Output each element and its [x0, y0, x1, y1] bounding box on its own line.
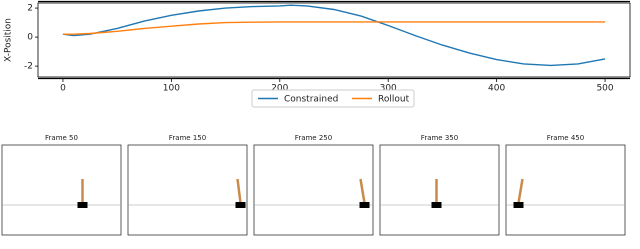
frame-panel: [253, 144, 374, 236]
frame-panel: [505, 144, 626, 236]
frame-panel: [379, 144, 500, 236]
frame-title: Frame 450: [547, 134, 584, 142]
x-tick-label: 0: [60, 84, 66, 94]
cart: [513, 202, 524, 208]
x-tick-label: 200: [271, 84, 288, 94]
x-tick-label: 500: [596, 84, 613, 94]
y-tick-label: 0: [27, 33, 33, 43]
frames: Frame 50 Frame 150 Frame 250 Frame 350 Frame…: [1, 134, 626, 236]
x-tick-label: 100: [163, 84, 180, 94]
frame-title: Frame 250: [295, 134, 332, 142]
cart: [235, 202, 246, 208]
y-tick-label: -2: [24, 62, 33, 72]
pole: [359, 178, 366, 204]
frame-title: Frame 150: [169, 134, 206, 142]
cart: [431, 202, 442, 208]
x-tick-label: 400: [488, 84, 505, 94]
pole: [517, 178, 524, 204]
line-series: [62, 4, 606, 67]
line-series: [62, 21, 606, 35]
legend-box: [251, 89, 415, 108]
cart: [77, 202, 88, 208]
y-tick-label: 2: [27, 4, 33, 14]
plot-frame: [37, 2, 631, 78]
legend-label: Rollout: [378, 95, 410, 105]
frame-panel: [1, 144, 122, 236]
frame-title: Frame 50: [45, 134, 78, 142]
y-axis-label: X-Position: [4, 18, 14, 62]
cart: [359, 202, 370, 208]
frame-panel: [127, 144, 248, 236]
pole: [236, 178, 242, 204]
x-tick-label: 300: [380, 84, 397, 94]
frame-title: Frame 350: [421, 134, 458, 142]
legend-label: Constrained: [284, 95, 338, 105]
